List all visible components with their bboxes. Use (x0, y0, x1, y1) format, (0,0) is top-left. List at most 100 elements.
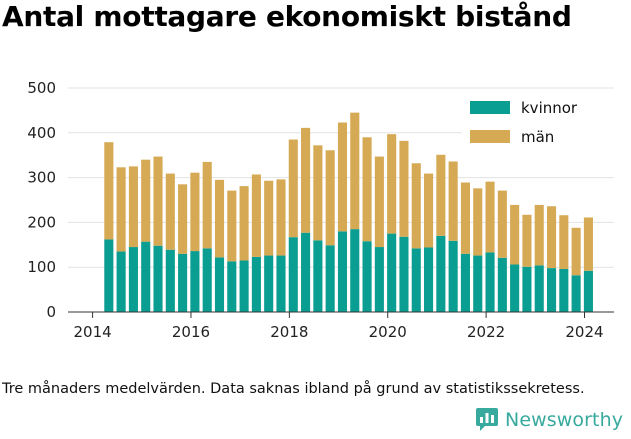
bar-kvinnor (497, 257, 507, 312)
bar-man (559, 215, 569, 269)
bar-man (510, 204, 520, 265)
bar-man (214, 179, 225, 258)
bar-kvinnor (288, 237, 298, 312)
bar-man (534, 204, 544, 266)
bar-man (116, 167, 126, 252)
bar-man (227, 190, 237, 262)
bar-man (325, 150, 335, 246)
x-tick-label: 2024 (565, 323, 603, 341)
bar-man (387, 134, 397, 234)
bar-man (485, 181, 495, 253)
bar-kvinnor (546, 268, 557, 312)
bar-man (165, 173, 175, 250)
legend: kvinnor män (462, 97, 614, 155)
bar-man (128, 166, 138, 248)
bar-kvinnor (436, 235, 446, 312)
bar-man (276, 179, 286, 256)
bar-kvinnor (227, 261, 237, 312)
bar-kvinnor (522, 266, 532, 312)
bar-kvinnor (411, 248, 421, 312)
y-tick-label: 500 (27, 79, 56, 97)
bar-kvinnor (165, 249, 175, 312)
y-tick-label: 300 (27, 169, 56, 187)
bar-man (337, 122, 348, 232)
bar-man (251, 174, 261, 257)
bar-man (350, 112, 360, 230)
bar-man (399, 140, 409, 237)
bar-kvinnor (571, 275, 581, 312)
bar-man (497, 190, 507, 258)
bar-man (239, 186, 249, 261)
bar-kvinnor (399, 236, 409, 312)
bar-kvinnor (128, 247, 138, 312)
bar-man (202, 161, 212, 249)
bar-kvinnor (276, 255, 286, 312)
newsworthy-logo: Newsworthy (476, 408, 623, 432)
bar-man (141, 159, 151, 242)
bar-kvinnor (264, 255, 274, 312)
x-tick-label: 2016 (172, 323, 210, 341)
bar-kvinnor (473, 255, 483, 312)
bar-man (546, 206, 557, 269)
bar-man (362, 137, 372, 242)
bar-kvinnor (202, 248, 212, 312)
bar-kvinnor (448, 240, 458, 312)
bar-kvinnor (559, 268, 569, 312)
bar-kvinnor (239, 260, 249, 312)
bar-man (190, 172, 200, 252)
legend-label-man: män (521, 128, 554, 146)
y-tick-label: 100 (27, 258, 56, 276)
bar-man (288, 139, 298, 238)
bar-kvinnor (251, 256, 261, 312)
legend-swatch-kvinnor (470, 101, 510, 114)
legend-swatch-man (470, 130, 510, 143)
bar-man (374, 156, 384, 248)
bar-man (264, 180, 274, 256)
bar-man (460, 182, 470, 254)
bar-man (436, 154, 446, 236)
newsworthy-logo-text: Newsworthy (505, 409, 624, 431)
x-axis: 2014 2016 2018 2020 2022 2024 (74, 312, 604, 341)
y-tick-label: 0 (46, 303, 56, 321)
bar-kvinnor (153, 245, 163, 312)
bar-man (301, 127, 311, 233)
bar-man (411, 163, 421, 249)
bar-man (424, 173, 434, 248)
bar-kvinnor (301, 232, 311, 312)
bar-man (153, 156, 163, 246)
bar-kvinnor (178, 253, 188, 312)
bar-man (522, 214, 532, 267)
y-axis: 0 100 200 300 400 500 (27, 79, 614, 321)
bar-kvinnor (214, 257, 225, 312)
bar-kvinnor (387, 233, 397, 312)
bar-man (448, 161, 458, 241)
bar-kvinnor (485, 252, 495, 312)
legend-label-kvinnor: kvinnor (521, 99, 578, 117)
footnote: Tre månaders medelvärden. Data saknas ib… (2, 381, 585, 397)
y-tick-label: 200 (27, 213, 56, 231)
y-tick-label: 400 (27, 124, 56, 142)
bar-man (583, 217, 593, 271)
x-tick-label: 2014 (74, 323, 112, 341)
chart-title: Antal mottagare ekonomiskt bistånd (2, 0, 572, 33)
bar-kvinnor (325, 245, 335, 312)
bar-man (571, 227, 581, 276)
chart: 0 100 200 300 400 500 2014 2016 2018 2020 2022 202… (27, 79, 614, 341)
bar-kvinnor (116, 251, 126, 312)
newsworthy-logo-icon (476, 408, 498, 431)
bar-kvinnor (510, 264, 520, 312)
x-tick-label: 2022 (467, 323, 505, 341)
bar-kvinnor (460, 253, 470, 312)
bar-man (473, 188, 483, 256)
x-tick-label: 2020 (369, 323, 407, 341)
bar-kvinnor (350, 229, 360, 312)
bar-man (104, 142, 114, 240)
x-tick-label: 2018 (270, 323, 308, 341)
bar-kvinnor (583, 270, 593, 312)
bar-kvinnor (337, 231, 348, 312)
bar-kvinnor (104, 239, 114, 312)
bar-kvinnor (362, 241, 372, 312)
bar-man (313, 145, 323, 241)
bar-kvinnor (374, 247, 384, 312)
bar-kvinnor (313, 240, 323, 312)
